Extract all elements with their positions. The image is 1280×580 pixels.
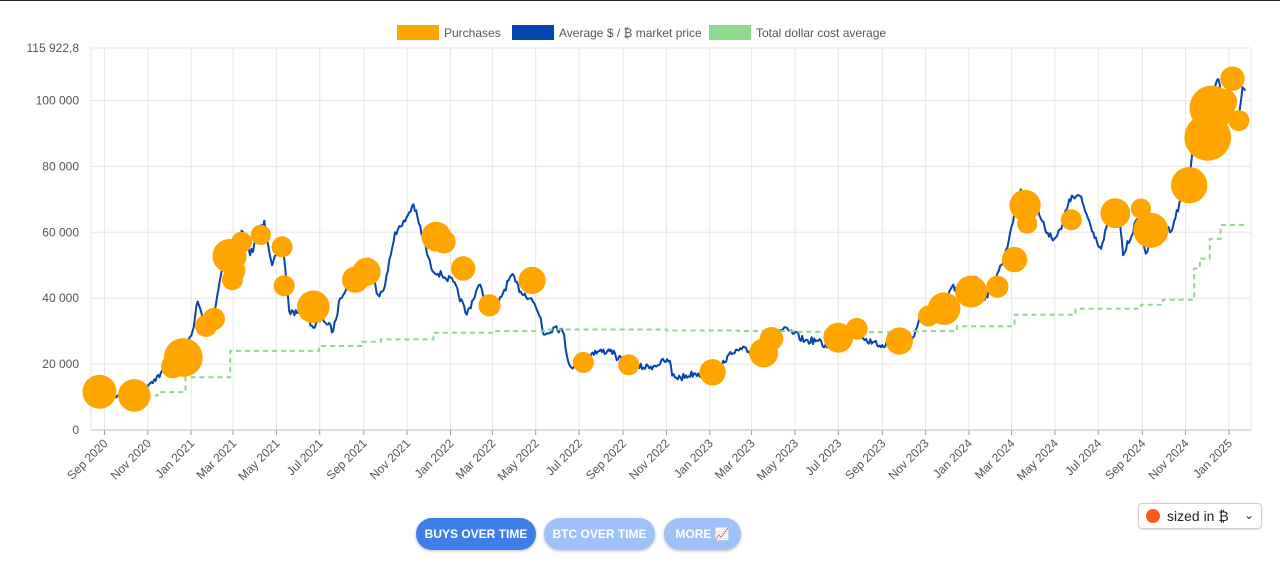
price-line <box>108 78 1247 401</box>
purchase-point <box>273 275 295 297</box>
purchase-point <box>1133 212 1169 248</box>
x-tick-label: Jul 2021 <box>284 436 326 478</box>
x-tick-label: Sep 2021 <box>324 436 370 482</box>
purchase-point <box>518 266 546 294</box>
purchase-point <box>202 307 225 330</box>
purchase-point <box>699 359 726 386</box>
purchase-point <box>986 275 1009 298</box>
y-tick-label: 115 922,8 <box>27 41 80 55</box>
purchase-point <box>759 327 784 351</box>
x-tick-label: Sep 2022 <box>583 436 629 482</box>
y-tick-label: 40 000 <box>42 291 79 305</box>
purchase-point <box>927 292 961 326</box>
purchase-point <box>1171 167 1208 204</box>
x-tick-label: Nov 2021 <box>367 436 413 482</box>
purchase-point <box>618 354 640 376</box>
purchase-point <box>451 256 476 281</box>
x-tick-label: Nov 2024 <box>1146 436 1192 482</box>
x-tick-label: Jan 2025 <box>1190 436 1235 481</box>
top-border <box>0 0 1280 1</box>
dca-line <box>109 224 1247 397</box>
size-mode-select[interactable]: sized in ₿ ⌄ <box>1138 503 1262 529</box>
purchase-point <box>231 231 253 253</box>
y-tick-label: 80 000 <box>42 159 79 173</box>
purchase-point <box>1100 198 1131 229</box>
purchase-point <box>271 236 293 258</box>
x-tick-label: Mar 2021 <box>193 436 239 482</box>
purchase-point <box>82 374 117 409</box>
x-tick-label: May 2024 <box>1014 436 1061 483</box>
x-tick-label: Jul 2024 <box>1062 436 1104 478</box>
purchase-point <box>823 322 854 353</box>
purchase-point <box>1009 189 1041 221</box>
purchase-point <box>1001 246 1028 273</box>
x-tick-label: Sep 2020 <box>64 436 110 482</box>
x-tick-label: Jan 2021 <box>152 436 197 481</box>
purchase-point <box>955 275 988 308</box>
legend-label-price: Average $ / ₿ market price <box>559 26 702 40</box>
x-tick-label: Sep 2024 <box>1102 436 1148 482</box>
orange-dot-icon <box>1146 509 1160 523</box>
purchase-point <box>885 327 914 355</box>
purchase-point <box>118 379 151 412</box>
x-tick-label: Jan 2023 <box>671 436 716 481</box>
purchase-point <box>572 351 594 373</box>
legend-label-purchases: Purchases <box>444 26 501 40</box>
purchase-point <box>845 317 868 340</box>
purchase-point <box>478 294 501 317</box>
legend-swatch-purchases <box>397 25 439 40</box>
btc-over-time-button[interactable]: BTC OVER TIME <box>544 518 655 550</box>
x-tick-label: May 2022 <box>495 436 542 483</box>
purchase-point <box>1228 110 1250 132</box>
x-tick-label: May 2023 <box>754 436 801 483</box>
purchase-point <box>1017 213 1038 234</box>
size-mode-value: sized in ₿ <box>1167 508 1229 524</box>
purchase-point <box>223 259 246 282</box>
x-tick-label: Mar 2023 <box>712 436 758 482</box>
y-tick-label: 20 000 <box>42 357 79 371</box>
x-tick-label: Jan 2024 <box>930 436 975 481</box>
purchase-bubbles <box>82 66 1250 412</box>
series-lines <box>108 78 1247 401</box>
chevron-down-icon: ⌄ <box>1243 508 1254 522</box>
purchase-point <box>432 230 456 254</box>
buys-over-time-button[interactable]: BUYS OVER TIME <box>416 518 536 550</box>
legend-label-dca: Total dollar cost average <box>756 26 886 40</box>
x-tick-label: Nov 2022 <box>626 436 672 482</box>
purchase-point <box>1220 66 1245 91</box>
purchase-point <box>163 338 203 377</box>
purchase-point <box>297 290 330 324</box>
y-tick-label: 100 000 <box>36 93 80 107</box>
purchase-point <box>250 224 271 245</box>
y-tick-label: 60 000 <box>42 225 79 239</box>
x-tick-label: Jul 2023 <box>802 436 844 478</box>
x-tick-label: May 2021 <box>235 436 282 483</box>
x-tick-label: Nov 2023 <box>886 436 932 482</box>
axes: 0 20 000 40 000 60 000 80 000 100 000 115 922,… <box>27 41 1251 483</box>
purchase-point <box>352 257 381 286</box>
x-tick-label: Nov 2020 <box>108 436 154 482</box>
purchase-point <box>1060 209 1082 231</box>
y-tick-label: 0 <box>72 423 79 437</box>
x-tick-label: Mar 2024 <box>972 436 1018 482</box>
x-tick-label: Jul 2022 <box>543 436 585 478</box>
more-button[interactable]: MORE 📈 <box>664 518 741 550</box>
x-tick-label: Jan 2022 <box>412 436 457 481</box>
btc-purchase-chart: 0 20 000 40 000 60 000 80 000 100 000 115 922,… <box>27 25 1252 483</box>
legend-swatch-dca <box>709 25 751 40</box>
legend: Purchases Average $ / ₿ market price Tot… <box>397 25 886 40</box>
x-tick-label: Mar 2022 <box>453 436 499 482</box>
purchase-point <box>1210 88 1238 116</box>
legend-swatch-price <box>512 25 554 40</box>
x-tick-label: Sep 2023 <box>842 436 888 482</box>
